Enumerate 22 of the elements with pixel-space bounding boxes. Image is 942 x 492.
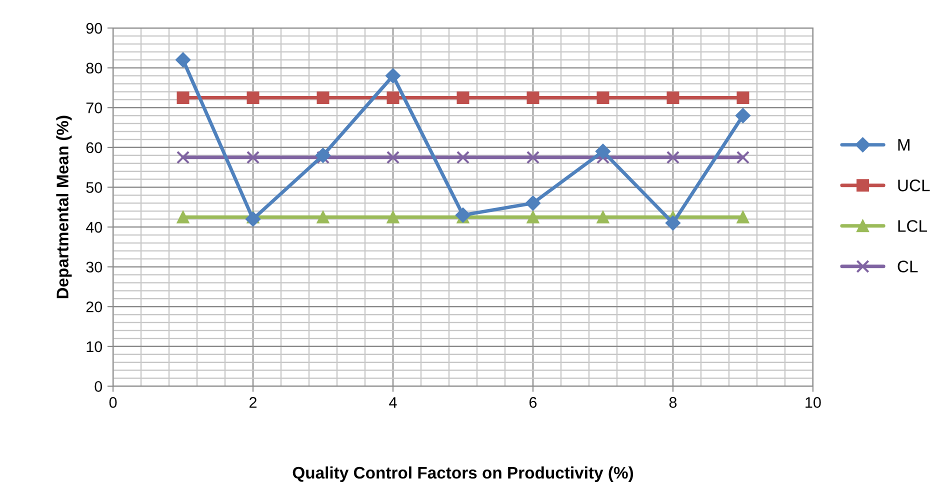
y-tick-label: 80 [86,62,102,74]
legend-label: M [898,139,910,151]
x-tick-label: 4 [389,397,397,408]
y-tick-label: 40 [86,222,102,233]
y-tick-label: 50 [86,182,102,193]
y-tick-label: 10 [86,341,102,352]
y-tick-label: 90 [86,22,102,34]
y-tick-label: 70 [86,102,102,114]
x-tick-label: 2 [250,397,257,408]
legend-label: UCL [898,180,930,192]
y-tick-label: 20 [86,301,102,312]
legend-label: CL [898,260,918,272]
y-axis-title: Departmental Mean (%) [56,116,72,298]
legend-label: LCL [898,220,927,232]
x-axis-title: Quality Control Factors on Productivity (%) [292,466,634,482]
y-tick-label: 0 [94,381,102,392]
x-tick-label: 0 [109,397,117,408]
x-tick-label: 6 [530,397,537,408]
x-tick-label: 10 [806,397,821,408]
y-tick-label: 60 [86,142,102,154]
x-tick-label: 8 [669,397,677,408]
y-tick-label: 30 [86,262,102,273]
